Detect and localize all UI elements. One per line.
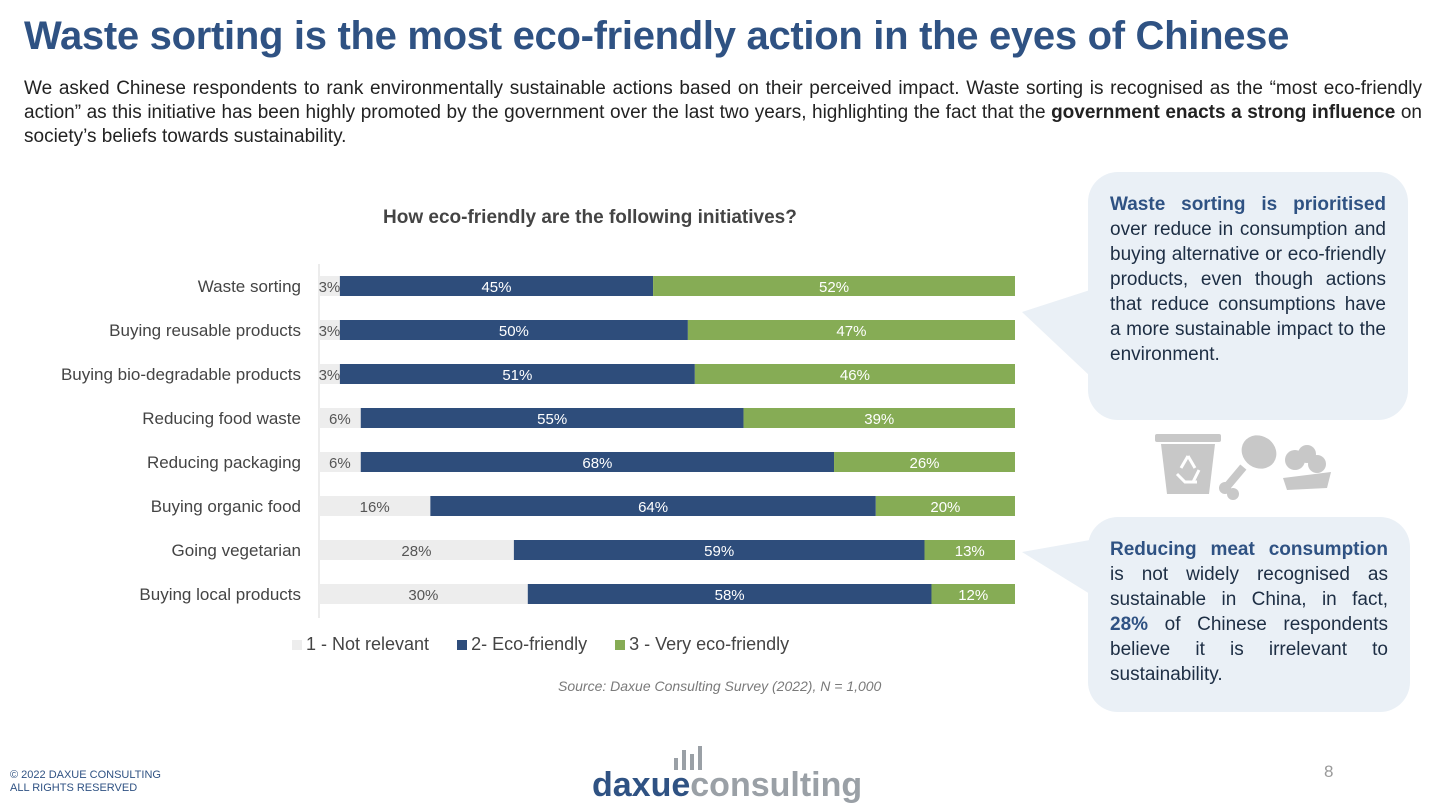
data-label: 6% <box>329 411 351 428</box>
category-label: Reducing food waste <box>142 409 301 428</box>
data-label: 52% <box>819 279 849 296</box>
data-label: 50% <box>499 323 529 340</box>
category-label: Reducing packaging <box>147 453 301 472</box>
chart-legend: 1 - Not relevant 2- Eco-friendly 3 - Ver… <box>292 634 789 655</box>
data-label: 13% <box>955 543 985 560</box>
callout-2-text-b: of Chinese respondents believe it is irr… <box>1110 614 1388 685</box>
daxue-logo: daxueconsulting <box>592 744 862 804</box>
callout-2-bold: Reducing meat consumption <box>1110 539 1388 560</box>
callout-2-text-a: is not widely recognised as sustainable … <box>1110 564 1388 610</box>
legend-label-very-eco-friendly: 3 - Very eco-friendly <box>629 634 789 655</box>
data-label: 30% <box>408 587 438 604</box>
data-label: 26% <box>910 455 940 472</box>
data-label: 59% <box>704 543 734 560</box>
callout-1-bold: Waste sorting is prioritised <box>1110 194 1386 215</box>
data-label: 28% <box>401 543 431 560</box>
vegetables-icon <box>1283 445 1331 490</box>
recycle-bin-icon <box>1155 434 1221 494</box>
data-label: 3% <box>319 279 341 296</box>
legend-item-eco-friendly: 2- Eco-friendly <box>457 634 587 655</box>
data-label: 3% <box>319 323 341 340</box>
copyright: © 2022 DAXUE CONSULTING ALL RIGHTS RESER… <box>10 769 161 795</box>
category-label: Going vegetarian <box>172 541 301 560</box>
chicken-leg-icon <box>1219 432 1283 500</box>
legend-swatch-not-relevant <box>292 640 302 650</box>
data-label: 47% <box>836 323 866 340</box>
legend-swatch-eco-friendly <box>457 640 467 650</box>
legend-swatch-very-eco-friendly <box>615 640 625 650</box>
copyright-line-1: © 2022 DAXUE CONSULTING <box>10 769 161 782</box>
legend-label-eco-friendly: 2- Eco-friendly <box>471 634 587 655</box>
data-label: 68% <box>582 455 612 472</box>
callout-meat-consumption: Reducing meat consumption is not widely … <box>1088 517 1410 712</box>
category-label: Buying bio-degradable products <box>61 365 301 384</box>
copyright-line-2: ALL RIGHTS RESERVED <box>10 782 161 795</box>
category-label: Buying local products <box>139 585 301 604</box>
icon-group <box>1155 432 1335 500</box>
page-number: 8 <box>1324 762 1333 782</box>
data-label: 64% <box>638 499 668 516</box>
callout-1-text: over reduce in consumption and buying al… <box>1110 219 1386 365</box>
category-label: Buying reusable products <box>109 321 301 340</box>
callout-2-tail <box>1018 540 1098 600</box>
category-label: Waste sorting <box>198 277 301 296</box>
data-label: 45% <box>481 279 511 296</box>
data-label: 16% <box>360 499 390 516</box>
data-label: 6% <box>329 455 351 472</box>
data-label: 46% <box>840 367 870 384</box>
legend-item-very-eco-friendly: 3 - Very eco-friendly <box>615 634 789 655</box>
svg-text:daxueconsulting: daxueconsulting <box>592 766 862 804</box>
chart-source: Source: Daxue Consulting Survey (2022), … <box>558 678 881 694</box>
callout-2-highlight: 28% <box>1110 614 1148 635</box>
legend-label-not-relevant: 1 - Not relevant <box>306 634 429 655</box>
category-label: Buying organic food <box>151 497 301 516</box>
data-label: 20% <box>930 499 960 516</box>
callout-1-tail <box>1018 290 1098 380</box>
data-label: 39% <box>864 411 894 428</box>
data-label: 12% <box>958 587 988 604</box>
data-label: 55% <box>537 411 567 428</box>
data-label: 51% <box>502 367 532 384</box>
data-label: 58% <box>715 587 745 604</box>
legend-item-not-relevant: 1 - Not relevant <box>292 634 429 655</box>
callout-waste-sorting: Waste sorting is prioritised over reduce… <box>1088 172 1408 420</box>
data-label: 3% <box>319 367 341 384</box>
